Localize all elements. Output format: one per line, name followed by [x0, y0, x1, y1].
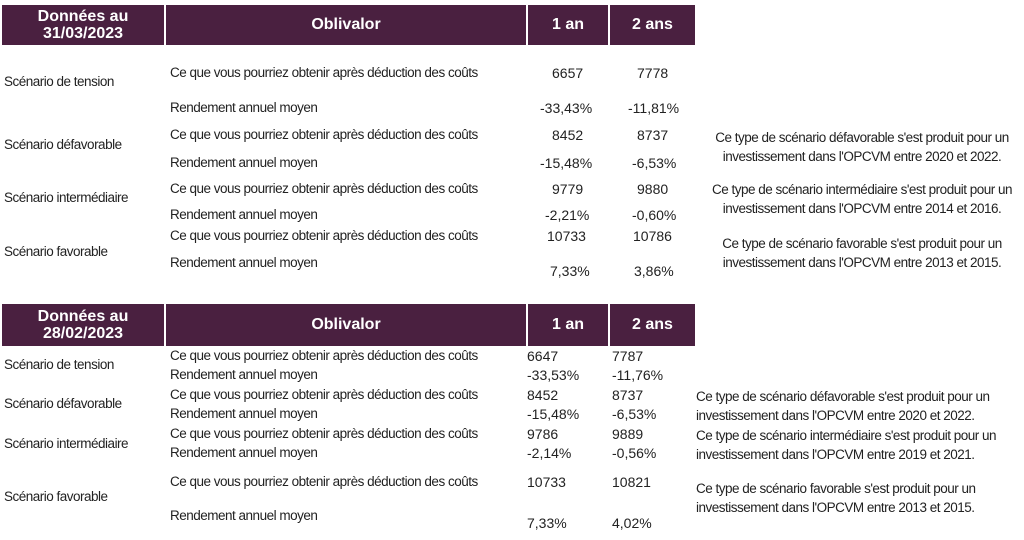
- value-2y: 4,02%: [612, 515, 652, 531]
- scenario-name: Scénario de tension: [4, 74, 114, 89]
- row-label: Rendement annuel moyen: [170, 406, 318, 421]
- value-2y: 9889: [612, 426, 644, 442]
- note-line: Ce type de scénario intermédiaire s'est …: [711, 182, 1013, 197]
- row-label: Ce que vous pourriez obtenir après déduc…: [170, 426, 478, 441]
- row-label: Ce que vous pourriez obtenir après déduc…: [170, 228, 478, 243]
- row-label: Ce que vous pourriez obtenir après déduc…: [170, 474, 478, 489]
- value-2y: -0,60%: [632, 207, 677, 223]
- row-label: Rendement annuel moyen: [170, 155, 318, 170]
- row-label: Ce que vous pourriez obtenir après déduc…: [170, 127, 478, 142]
- note-line: investissement dans l'OPCVM entre 2020 e…: [722, 149, 1002, 164]
- scenario-note: Ce type de scénario défavorable s'est pr…: [696, 387, 1024, 425]
- row-label: Rendement annuel moyen: [170, 207, 318, 222]
- value-2y: 7778: [637, 65, 669, 81]
- value-1y: -15,48%: [540, 155, 593, 171]
- row-label: Rendement annuel moyen: [170, 445, 318, 460]
- product-header: Oblivalor: [166, 5, 526, 45]
- value-2y: -6,53%: [612, 406, 657, 422]
- note-line: investissement dans l'OPCVM entre 2013 e…: [696, 500, 975, 515]
- value-2y: 10821: [612, 474, 651, 490]
- product-header: Oblivalor: [166, 304, 526, 346]
- note-line: Ce type de scénario intermédiaire s'est …: [696, 428, 997, 443]
- value-1y: -33,53%: [527, 367, 580, 383]
- row-label: Rendement annuel moyen: [170, 508, 318, 523]
- value-1y: 7,33%: [550, 263, 590, 279]
- value-2y: 8737: [637, 127, 669, 143]
- value-2y: 8737: [612, 387, 644, 403]
- row-label: Rendement annuel moyen: [170, 100, 318, 115]
- scenario-name: Scénario favorable: [4, 489, 108, 504]
- row-label: Ce que vous pourriez obtenir après déduc…: [170, 65, 478, 80]
- scenario-name: Scénario défavorable: [4, 396, 122, 411]
- value-2y: 3,86%: [634, 263, 674, 279]
- row-label: Ce que vous pourriez obtenir après déduc…: [170, 181, 478, 196]
- scenario-note: Ce type de scénario favorable s'est prod…: [696, 479, 1024, 517]
- scenario-name: Scénario intermédiaire: [4, 190, 129, 205]
- value-2y: -6,53%: [632, 155, 677, 171]
- scenario-note: Ce type de scénario intermédiaire s'est …: [700, 180, 1024, 218]
- value-1y: -2,21%: [545, 207, 590, 223]
- date-header: Données au 31/03/2023: [2, 5, 164, 45]
- note-line: Ce type de scénario défavorable s'est pr…: [715, 130, 1009, 145]
- col-1y-header: 1 an: [528, 304, 608, 346]
- row-label: Ce que vous pourriez obtenir après déduc…: [170, 387, 478, 402]
- row-label: Rendement annuel moyen: [170, 367, 318, 382]
- note-line: Ce type de scénario favorable s'est prod…: [722, 236, 1002, 251]
- value-1y: 7,33%: [527, 515, 567, 531]
- value-1y: 9786: [527, 426, 559, 442]
- value-2y: -11,81%: [628, 100, 680, 116]
- note-line: investissement dans l'OPCVM entre 2020 e…: [696, 408, 975, 423]
- value-1y: 6647: [527, 348, 559, 364]
- value-1y: -15,48%: [527, 406, 580, 422]
- value-1y: 6657: [552, 65, 584, 81]
- value-1y: 9779: [552, 181, 584, 197]
- note-line: Ce type de scénario favorable s'est prod…: [696, 481, 976, 496]
- note-line: investissement dans l'OPCVM entre 2013 e…: [722, 255, 1002, 270]
- note-line: investissement dans l'OPCVM entre 2019 e…: [696, 447, 975, 462]
- scenario-note: Ce type de scénario défavorable s'est pr…: [700, 128, 1024, 166]
- row-label: Ce que vous pourriez obtenir après déduc…: [170, 348, 478, 363]
- scenario-note: Ce type de scénario favorable s'est prod…: [700, 234, 1024, 272]
- note-line: Ce type de scénario défavorable s'est pr…: [696, 389, 990, 404]
- value-1y: 10733: [547, 228, 586, 244]
- value-2y: 10786: [633, 228, 672, 244]
- scenario-name: Scénario favorable: [4, 244, 108, 259]
- scenario-name: Scénario de tension: [4, 357, 114, 372]
- value-1y: -33,43%: [540, 100, 593, 116]
- value-2y: -0,56%: [612, 445, 657, 461]
- value-2y: 9880: [637, 181, 669, 197]
- col-2y-header: 2 ans: [610, 5, 695, 45]
- value-1y: 8452: [552, 127, 584, 143]
- scenario-name: Scénario intermédiaire: [4, 436, 129, 451]
- value-1y: 10733: [527, 474, 566, 490]
- value-2y: 7787: [612, 348, 644, 364]
- value-1y: -2,14%: [527, 445, 572, 461]
- scenario-name: Scénario défavorable: [4, 137, 122, 152]
- row-label: Rendement annuel moyen: [170, 255, 318, 270]
- date-header: Données au 28/02/2023: [2, 304, 164, 346]
- note-line: investissement dans l'OPCVM entre 2014 e…: [722, 201, 1002, 216]
- scenario-note: Ce type de scénario intermédiaire s'est …: [696, 426, 1024, 464]
- value-1y: 8452: [527, 387, 559, 403]
- col-2y-header: 2 ans: [610, 304, 695, 346]
- col-1y-header: 1 an: [528, 5, 608, 45]
- value-2y: -11,76%: [612, 367, 664, 383]
